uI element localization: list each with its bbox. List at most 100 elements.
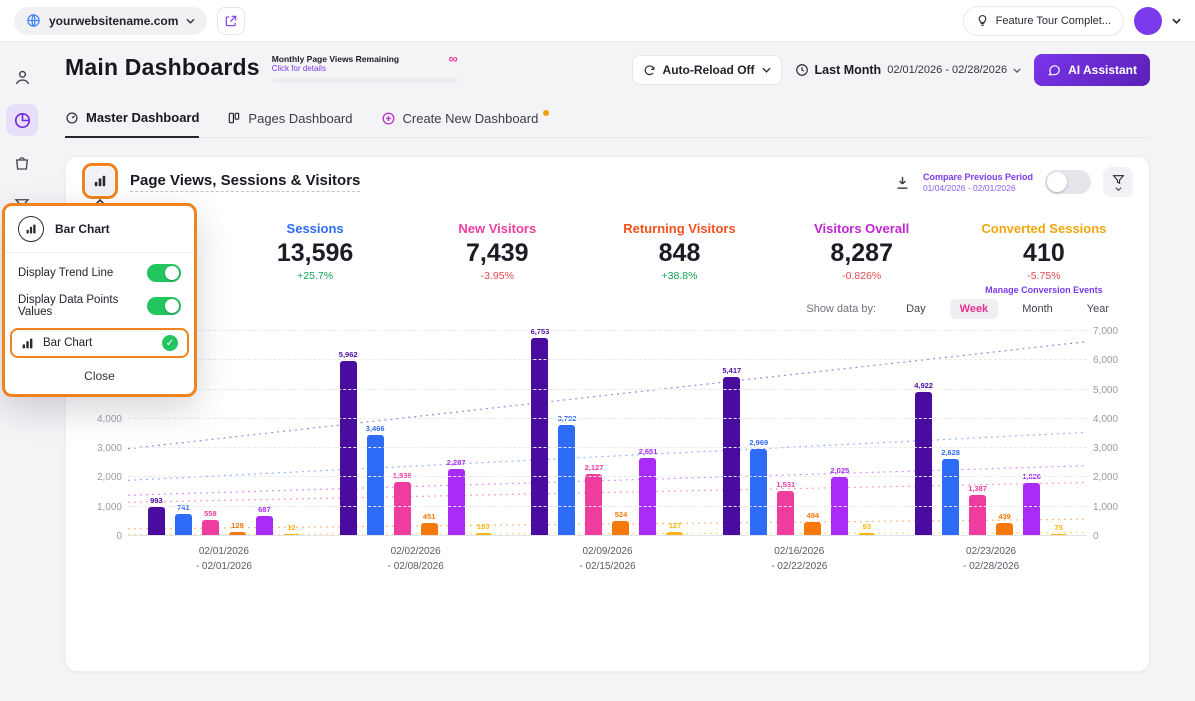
bar-chart-icon <box>18 216 44 242</box>
quota-remaining: ∞ <box>448 54 457 64</box>
granularity-week[interactable]: Week <box>950 299 999 319</box>
chart-menu-current-label: Bar Chart <box>55 222 110 236</box>
bar-page-views[interactable]: 4,922 <box>915 392 932 536</box>
auto-reload-dropdown[interactable]: Auto-Reload Off <box>632 55 782 85</box>
stat-delta: +25.7% <box>224 270 406 282</box>
bar-visitors-overall[interactable]: 2,651 <box>639 458 656 536</box>
show-data-by-label: Show data by: <box>806 303 876 315</box>
sidebar-item-visitors[interactable] <box>7 62 37 92</box>
bar-visitors-overall[interactable]: 2,287 <box>448 469 465 536</box>
ai-assistant-button[interactable]: AI Assistant <box>1034 54 1150 86</box>
quota-title: Monthly Page Views Remaining <box>272 54 399 64</box>
chart-type-button[interactable] <box>86 167 114 195</box>
y-axis-label: 2,000 <box>82 472 122 483</box>
download-icon <box>894 174 911 191</box>
stat-value: 13,596 <box>224 239 406 268</box>
bar-value-label: 494 <box>807 511 820 520</box>
granularity-month[interactable]: Month <box>1012 299 1063 319</box>
bar-new-visitors[interactable]: 1,387 <box>969 495 986 536</box>
bar-sessions[interactable]: 3,466 <box>367 435 384 537</box>
create-dashboard-icon <box>381 111 396 126</box>
bar-sessions[interactable]: 2,969 <box>750 449 767 536</box>
funnel-icon <box>1112 173 1125 186</box>
x-axis-label: 02/09/2026- 02/15/2026 <box>512 544 704 574</box>
y-axis-label: 2,000 <box>1093 472 1133 483</box>
gridline <box>128 330 1087 331</box>
open-website-button[interactable] <box>217 7 245 35</box>
stat-value: 410 <box>953 239 1135 268</box>
bar-returning-visitors[interactable]: 494 <box>804 522 821 536</box>
export-button[interactable] <box>894 174 911 191</box>
chart-menu-close-button[interactable]: Close <box>5 360 194 394</box>
chart-type-option-bar-chart[interactable]: Bar Chart ✓ <box>10 328 189 358</box>
bar-new-visitors[interactable]: 1,836 <box>394 482 411 536</box>
page-header: Main Dashboards Monthly Page Views Remai… <box>65 42 1150 100</box>
website-selector[interactable]: yourwebsitename.com <box>14 7 207 35</box>
bar-page-views[interactable]: 5,417 <box>723 377 740 536</box>
bar-value-label: 2,025 <box>830 466 849 475</box>
stat-delta: +38.8% <box>588 270 770 282</box>
tab-label: Create New Dashboard <box>403 111 539 126</box>
bar-visitors-overall[interactable]: 687 <box>256 516 273 536</box>
bar-page-views[interactable]: 993 <box>148 507 165 536</box>
bar-sessions[interactable]: 741 <box>175 514 192 536</box>
account-chevron-icon[interactable] <box>1172 18 1181 24</box>
y-axis-label: 5,000 <box>1093 385 1133 396</box>
topbar: yourwebsitename.com Feature Tour Complet… <box>0 0 1195 42</box>
bar-value-label: 2,628 <box>941 448 960 457</box>
compare-toggle[interactable] <box>1045 170 1091 194</box>
filter-button[interactable] <box>1103 167 1133 197</box>
sidebar-item-dashboards[interactable] <box>6 104 38 136</box>
bar-value-label: 5,962 <box>339 350 358 359</box>
y-axis-label: 0 <box>82 531 122 542</box>
x-axis-labels: 02/01/2026- 02/01/202602/02/2026- 02/08/… <box>128 544 1087 574</box>
stat-label: Visitors Overall <box>771 221 953 236</box>
tab-create-dashboard[interactable]: Create New Dashboard <box>381 108 550 137</box>
bar-chart-icon <box>21 337 34 350</box>
quota-details-link[interactable]: Click for details <box>272 64 399 73</box>
compare-previous-period: Compare Previous Period 01/04/2026 - 02/… <box>923 172 1033 193</box>
x-axis-label: 02/23/2026- 02/28/2026 <box>895 544 1087 574</box>
bar-returning-visitors[interactable]: 524 <box>612 521 629 536</box>
bar-value-label: 6,753 <box>531 327 550 336</box>
y-axis-label: 3,000 <box>1093 443 1133 454</box>
visitors-icon <box>13 68 32 87</box>
bar-sessions[interactable]: 2,628 <box>942 459 959 536</box>
toggle-display-data-points-values[interactable] <box>147 297 181 315</box>
stat-label: Sessions <box>224 221 406 236</box>
stat-value: 7,439 <box>406 239 588 268</box>
widget-title: Page Views, Sessions & Visitors <box>130 172 360 192</box>
pages-dashboard-icon <box>227 111 241 125</box>
y-axis-label: 4,000 <box>1093 414 1133 425</box>
tab-master-dashboard[interactable]: Master Dashboard <box>65 108 199 138</box>
gridline <box>128 418 1087 419</box>
dashboard-widget-card: Page Views, Sessions & Visitors Compare … <box>65 156 1150 672</box>
bar-new-visitors[interactable]: 1,531 <box>777 491 794 536</box>
chart-menu-current: Bar Chart <box>5 206 194 252</box>
gridline <box>128 535 1087 536</box>
bar-value-label: 127 <box>669 521 682 530</box>
gridline <box>128 506 1087 507</box>
quota-widget[interactable]: Monthly Page Views Remaining Click for d… <box>272 54 458 83</box>
chevron-down-icon <box>186 18 195 24</box>
feature-tour-button[interactable]: Feature Tour Complet... <box>963 6 1124 36</box>
website-name: yourwebsitename.com <box>49 14 178 28</box>
bar-visitors-overall[interactable]: 1,826 <box>1023 483 1040 536</box>
toggle-display-trend-line[interactable] <box>147 264 181 282</box>
check-icon: ✓ <box>162 335 178 351</box>
sidebar-item-ecommerce[interactable] <box>7 148 37 178</box>
granularity-year[interactable]: Year <box>1077 299 1119 319</box>
bar-value-label: 2,969 <box>749 438 768 447</box>
stat-label: Converted Sessions <box>953 221 1135 236</box>
bar-chart: 993741558129687125,9623,4661,8364512,287… <box>80 323 1135 623</box>
tab-pages-dashboard[interactable]: Pages Dashboard <box>227 108 352 137</box>
bar-new-visitors[interactable]: 558 <box>202 520 219 536</box>
y-axis-label: 6,000 <box>1093 355 1133 366</box>
stat-delta: -3.95% <box>406 270 588 282</box>
avatar[interactable] <box>1134 7 1162 35</box>
ai-assistant-label: AI Assistant <box>1068 63 1137 77</box>
bar-sessions[interactable]: 3,792 <box>558 425 575 536</box>
manage-conversion-events-link[interactable]: Manage Conversion Events <box>953 285 1135 295</box>
granularity-day[interactable]: Day <box>896 299 936 319</box>
period-selector[interactable]: Last Month 02/01/2026 - 02/28/2026 <box>795 63 1022 77</box>
